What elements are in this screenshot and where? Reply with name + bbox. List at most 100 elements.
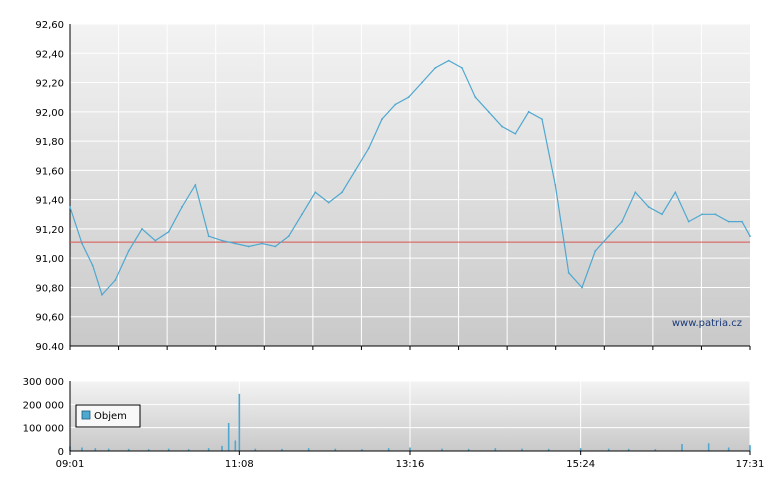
price-data-point bbox=[527, 110, 530, 113]
price-data-point bbox=[114, 279, 117, 282]
price-data-point bbox=[221, 239, 223, 242]
x-tick-label: 13:16 bbox=[396, 459, 425, 470]
price-data-point bbox=[367, 147, 370, 150]
volume-bar bbox=[81, 447, 83, 451]
price-data-point bbox=[167, 230, 170, 233]
price-data-point bbox=[541, 118, 543, 121]
price-data-point bbox=[407, 96, 410, 99]
volume-bar bbox=[521, 448, 523, 451]
price-y-tick-label: 92,40 bbox=[35, 49, 64, 60]
volume-y-tick-label: 0 bbox=[58, 447, 64, 458]
price-data-point bbox=[727, 220, 730, 223]
price-data-point bbox=[274, 245, 277, 248]
volume-bar bbox=[627, 448, 630, 451]
price-data-point bbox=[447, 59, 450, 62]
price-data-point bbox=[81, 242, 83, 245]
price-data-point bbox=[101, 293, 103, 296]
price-y-tick-label: 91,20 bbox=[35, 225, 64, 236]
price-data-point bbox=[634, 191, 637, 194]
price-data-point bbox=[501, 125, 503, 128]
volume-bar bbox=[167, 448, 170, 451]
price-y-tick-label: 90.40 bbox=[35, 342, 64, 353]
price-data-point bbox=[607, 235, 610, 238]
volume-bar bbox=[579, 448, 582, 451]
price-data-point bbox=[714, 213, 717, 216]
volume-bar bbox=[107, 448, 110, 451]
volume-bar bbox=[234, 440, 237, 451]
volume-bar bbox=[307, 448, 310, 451]
price-data-point bbox=[261, 242, 263, 245]
volume-bar bbox=[94, 448, 97, 451]
price-data-point bbox=[567, 271, 570, 274]
volume-bar bbox=[238, 393, 241, 451]
price-data-point bbox=[287, 235, 290, 238]
price-data-point bbox=[141, 228, 143, 230]
price-data-point bbox=[181, 206, 183, 208]
price-y-tick-label: 92,00 bbox=[35, 108, 64, 119]
price-data-point bbox=[434, 67, 437, 69]
x-tick-label: 09:01 bbox=[56, 459, 85, 470]
price-data-point bbox=[514, 132, 517, 135]
volume-bar bbox=[727, 447, 730, 451]
volume-bar bbox=[749, 445, 751, 451]
volume-bar bbox=[281, 448, 283, 451]
price-data-point bbox=[194, 184, 197, 186]
price-data-point bbox=[749, 235, 751, 238]
volume-bar bbox=[387, 448, 390, 451]
price-y-tick-label: 90,80 bbox=[35, 283, 64, 294]
price-y-tick-label: 91,80 bbox=[35, 137, 64, 148]
price-data-point bbox=[314, 191, 317, 194]
price-data-point bbox=[234, 242, 237, 245]
price-data-point bbox=[327, 201, 330, 204]
price-data-point bbox=[247, 245, 250, 248]
volume-bar bbox=[334, 448, 337, 451]
price-data-point bbox=[381, 118, 383, 121]
volume-bar bbox=[494, 448, 497, 451]
price-data-point bbox=[647, 206, 650, 208]
price-data-point bbox=[741, 220, 743, 223]
volume-bar bbox=[654, 449, 657, 451]
price-data-point bbox=[594, 249, 597, 252]
volume-bar bbox=[221, 445, 223, 451]
volume-bar bbox=[187, 449, 190, 451]
price-data-point bbox=[154, 239, 157, 242]
price-data-point bbox=[421, 81, 423, 84]
volume-bar bbox=[681, 444, 683, 451]
legend-box bbox=[75, 404, 141, 428]
price-data-point bbox=[301, 213, 303, 216]
price-y-tick-label: 92,20 bbox=[35, 79, 64, 90]
price-y-tick-label: 91,00 bbox=[35, 254, 64, 265]
price-data-point bbox=[554, 184, 557, 186]
volume-bar bbox=[467, 448, 470, 451]
price-data-point bbox=[487, 110, 490, 113]
volume-y-tick-label: 200 000 bbox=[23, 400, 64, 411]
price-data-point bbox=[69, 206, 71, 208]
volume-bar bbox=[707, 443, 710, 451]
price-data-point bbox=[581, 286, 583, 289]
price-data-point bbox=[207, 235, 210, 238]
price-y-tick-label: 91,60 bbox=[35, 166, 64, 177]
price-data-point bbox=[127, 249, 130, 252]
price-data-point bbox=[341, 191, 343, 194]
price-data-point bbox=[674, 191, 677, 194]
watermark-text: www.patria.cz bbox=[672, 318, 742, 329]
volume-bar bbox=[441, 448, 443, 451]
volume-y-tick-label: 100 000 bbox=[23, 424, 64, 435]
price-data-point bbox=[687, 220, 690, 223]
price-y-tick-label: 90,60 bbox=[35, 313, 64, 324]
price-data-point bbox=[621, 220, 623, 223]
price-y-tick-label: 91,40 bbox=[35, 196, 64, 207]
volume-bar bbox=[361, 449, 363, 451]
volume-bar bbox=[147, 449, 150, 451]
x-tick-label: 17:31 bbox=[736, 459, 765, 470]
volume-bar bbox=[207, 448, 210, 451]
price-data-point bbox=[474, 96, 477, 99]
price-y-tick-label: 92,60 bbox=[35, 20, 64, 31]
x-tick-label: 15:24 bbox=[566, 459, 595, 470]
price-data-point bbox=[394, 103, 397, 106]
volume-y-tick-label: 300 000 bbox=[23, 377, 64, 388]
volume-bar bbox=[127, 448, 130, 451]
legend-swatch bbox=[81, 410, 91, 420]
